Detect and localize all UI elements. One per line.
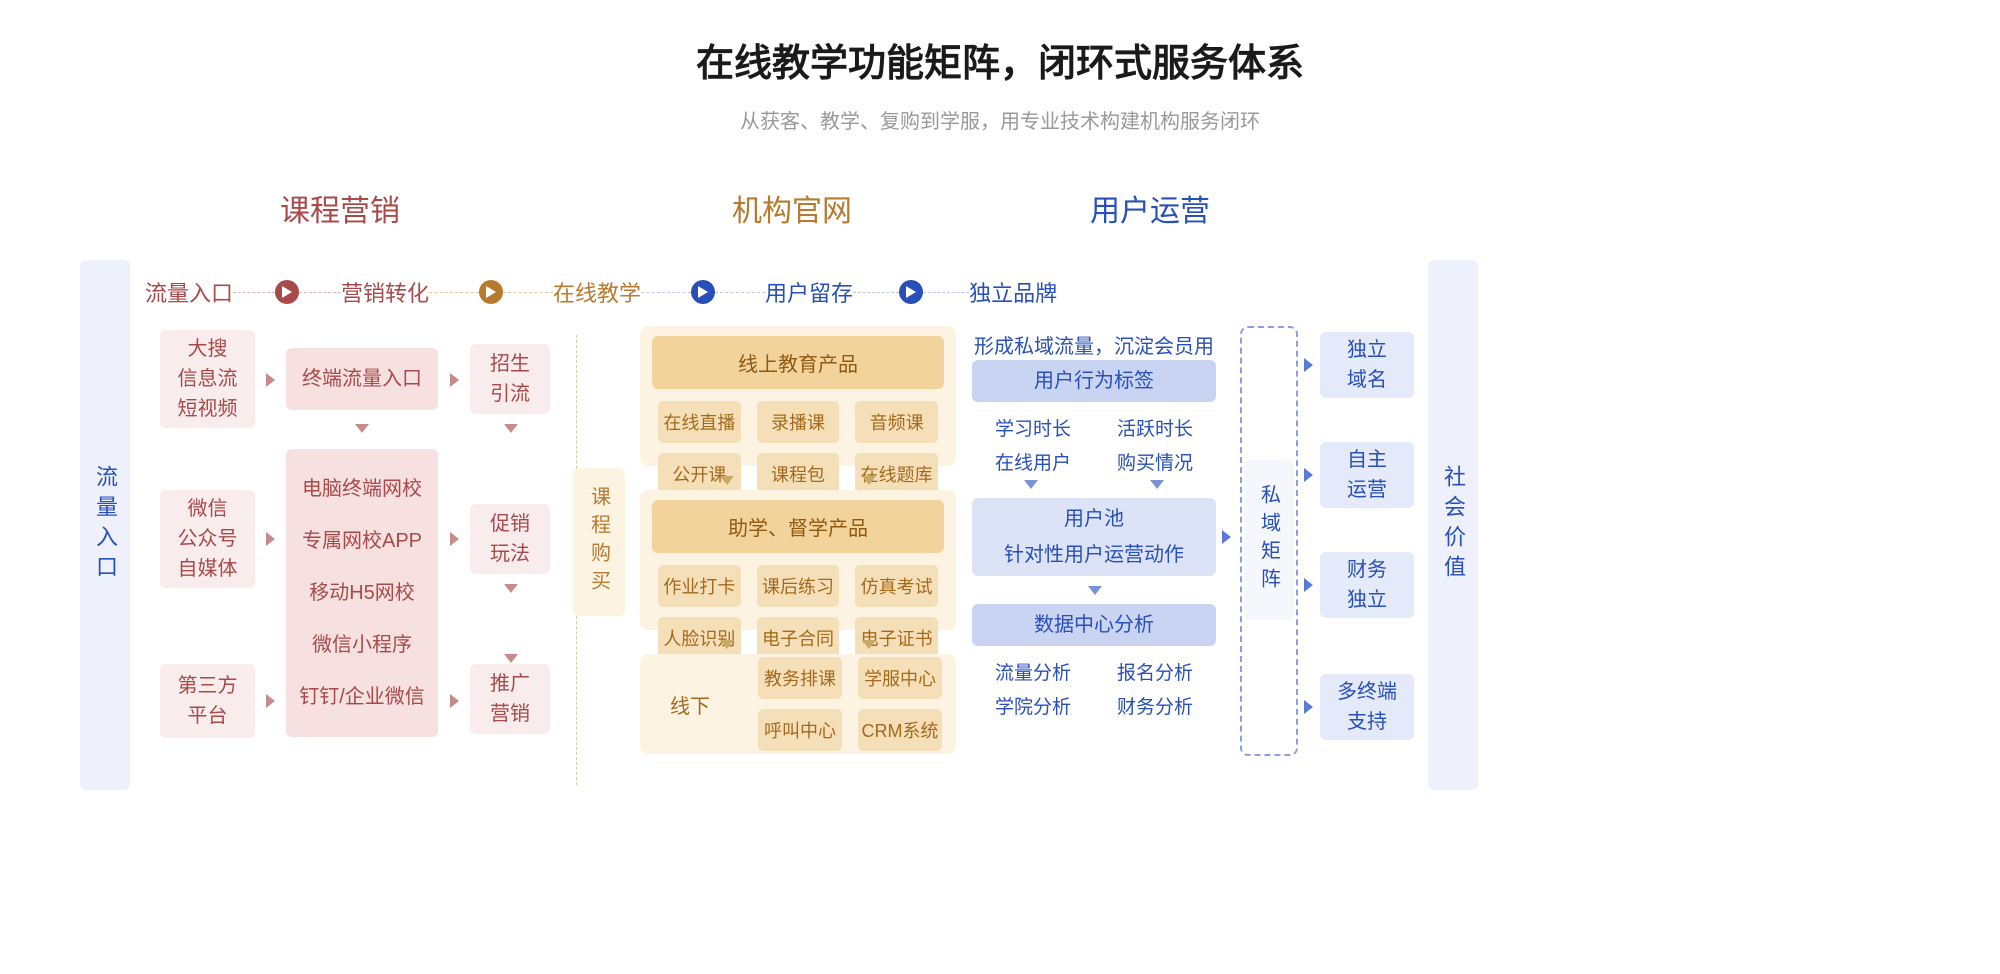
- mkt-c1-b: 微信 公众号 自媒体: [160, 490, 255, 588]
- pair: 购买情况: [1117, 448, 1193, 475]
- course-buy: 课程购买: [573, 468, 625, 616]
- pair: 财务分析: [1117, 692, 1193, 719]
- retain-mid: 用户池 针对性用户运营动作: [972, 498, 1216, 576]
- subhead-row: 流量入口 营销转化 在线教学 用户留存 独立品牌: [145, 276, 1905, 308]
- teach-g2-head: 助学、督学产品: [652, 500, 944, 553]
- mkt-c3-a: 招生 引流: [470, 344, 550, 414]
- teach-g1-head: 线上教育产品: [652, 336, 944, 389]
- private-matrix: 私域矩阵: [1244, 460, 1294, 620]
- pill: 仿真考试: [855, 565, 938, 607]
- pill: 课程包: [757, 453, 840, 495]
- pill: 作业打卡: [658, 565, 741, 607]
- left-bar: 流量入口: [80, 260, 130, 790]
- retain-head2: 数据中心分析: [972, 604, 1216, 646]
- mkt-c2-b4: 微信小程序: [312, 630, 412, 660]
- pill: 录播课: [757, 401, 840, 443]
- play-icon: [691, 280, 715, 304]
- mkt-c2-b1: 电脑终端网校: [302, 474, 422, 504]
- pair: 在线用户: [995, 448, 1071, 475]
- mkt-c2-b2: 专属网校APP: [302, 526, 422, 556]
- pill: 学服中心: [858, 657, 942, 699]
- mkt-c2-a: 终端流量入口: [286, 348, 438, 410]
- pill: 电子合同: [757, 617, 840, 659]
- retain-mid1: 用户池: [1064, 504, 1124, 534]
- brand-b: 自主 运营: [1320, 442, 1414, 508]
- subhead-traffic: 流量入口: [145, 276, 233, 308]
- teach-g3: 线下 教务排课学服中心 呼叫中心 CRM系统: [640, 654, 956, 754]
- pill: 在线题库: [855, 453, 938, 495]
- play-icon: [899, 280, 923, 304]
- section-marketing: 课程营销: [280, 186, 400, 230]
- page-subtitle: 从获客、教学、复购到学服，用专业技术构建机构服务闭环: [0, 105, 2000, 134]
- retain-head1: 用户行为标签: [972, 360, 1216, 402]
- play-icon: [479, 280, 503, 304]
- subhead-convert: 营销转化: [341, 276, 429, 308]
- teach-g1: 线上教育产品 在线直播录播课音频课 公开课课程包在线题库: [640, 326, 956, 466]
- pill: 课后练习: [757, 565, 840, 607]
- brand-d: 多终端 支持: [1320, 674, 1414, 740]
- pill: CRM系统: [858, 709, 942, 751]
- subhead-brand: 独立品牌: [969, 276, 1057, 308]
- brand-a: 独立 域名: [1320, 332, 1414, 398]
- mkt-c2-b3: 移动H5网校: [309, 578, 415, 608]
- pill: 呼叫中心: [758, 709, 842, 751]
- retain-mid2: 针对性用户运营动作: [1004, 540, 1184, 570]
- play-icon: [275, 280, 299, 304]
- pair: 学院分析: [995, 692, 1071, 719]
- teach-g3-left: 线下: [640, 690, 740, 719]
- mkt-c2-group: 电脑终端网校 专属网校APP 移动H5网校 微信小程序 钉钉/企业微信: [286, 449, 438, 737]
- page-title: 在线教学功能矩阵，闭环式服务体系: [0, 0, 2000, 87]
- pill: 公开课: [658, 453, 741, 495]
- mkt-c3-b: 促销 玩法: [470, 504, 550, 574]
- mkt-c1-c: 第三方 平台: [160, 664, 255, 738]
- teach-g2: 助学、督学产品 作业打卡课后练习仿真考试 人脸识别电子合同电子证书: [640, 490, 956, 630]
- pill: 电子证书: [855, 617, 938, 659]
- pair: 活跃时长: [1117, 414, 1193, 441]
- pill: 教务排课: [758, 657, 842, 699]
- mkt-c3-c: 推广 营销: [470, 664, 550, 734]
- pill: 在线直播: [658, 401, 741, 443]
- pill: 音频课: [855, 401, 938, 443]
- pill: 人脸识别: [658, 617, 741, 659]
- mkt-c2-b5: 钉钉/企业微信: [299, 682, 425, 712]
- section-website: 机构官网: [732, 186, 852, 230]
- mkt-c1-a: 大搜 信息流 短视频: [160, 330, 255, 428]
- brand-c: 财务 独立: [1320, 552, 1414, 618]
- pair: 报名分析: [1117, 658, 1193, 685]
- right-bar: 社会价值: [1428, 260, 1478, 790]
- subhead-retain: 用户留存: [765, 276, 853, 308]
- subhead-teach: 在线教学: [553, 276, 641, 308]
- pair: 流量分析: [995, 658, 1071, 685]
- pair: 学习时长: [995, 414, 1071, 441]
- section-operation: 用户运营: [1090, 186, 1210, 230]
